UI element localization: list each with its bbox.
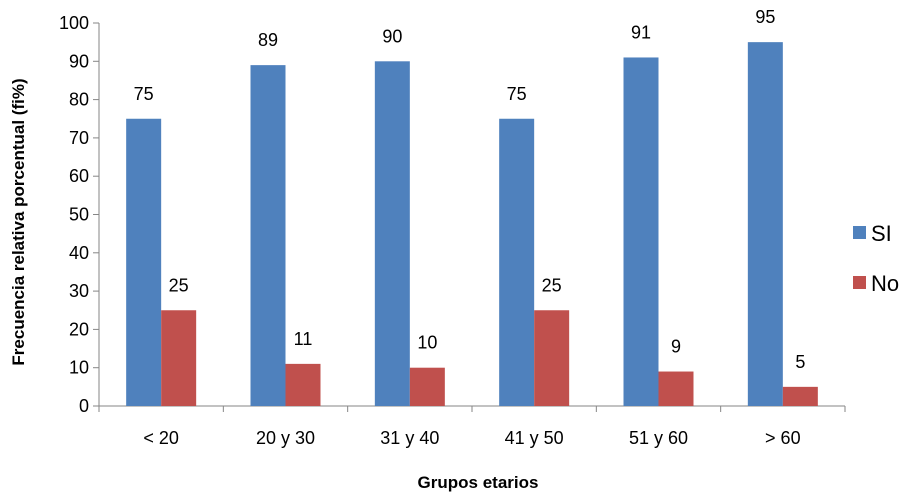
- data-label-si: 75: [134, 84, 154, 104]
- y-tick-label: 100: [59, 13, 89, 33]
- data-label-si: 91: [631, 22, 651, 42]
- bar-no: [161, 310, 197, 406]
- bar-no: [534, 310, 570, 406]
- bar-si: [499, 118, 535, 406]
- data-label-no: 10: [417, 333, 437, 353]
- y-tick-label: 40: [69, 243, 89, 263]
- x-tick-label: 31 y 40: [380, 428, 439, 448]
- x-axis: < 20 20 y 30 31 y 40 41 y 50 51 y 60 > 60: [98, 405, 846, 448]
- y-tick-label: 30: [69, 281, 89, 301]
- bar-no: [782, 386, 818, 406]
- data-label-si: 95: [755, 7, 775, 27]
- x-tick-label: 20 y 30: [256, 428, 315, 448]
- y-axis: 0 10 20 30 40 50 60 70 80 90 100: [59, 13, 100, 416]
- data-label-si: 75: [507, 84, 527, 104]
- data-label-no: 9: [671, 337, 681, 357]
- legend-swatch-no: [853, 276, 866, 289]
- bars: [126, 42, 818, 407]
- bar-si: [250, 65, 286, 406]
- bar-si: [126, 118, 162, 406]
- data-label-no: 25: [169, 275, 189, 295]
- y-axis-title: Frecuencia relativa porcentual (fi%): [9, 78, 28, 365]
- bar-no: [409, 367, 445, 406]
- data-label-no: 11: [294, 329, 313, 349]
- data-label-no: 25: [542, 275, 562, 295]
- x-axis-title: Grupos etarios: [418, 473, 539, 492]
- y-tick-label: 80: [69, 90, 89, 110]
- data-label-si: 89: [258, 30, 278, 50]
- x-tick-label: < 20: [143, 428, 179, 448]
- y-tick-label: 50: [69, 205, 89, 225]
- y-tick-label: 70: [69, 128, 89, 148]
- y-tick-label: 10: [69, 358, 89, 378]
- data-label-si: 90: [382, 26, 402, 46]
- y-tick-label: 20: [69, 319, 89, 339]
- x-tick-label: 51 y 60: [629, 428, 688, 448]
- bar-si: [747, 42, 783, 407]
- bar-si: [374, 61, 410, 407]
- bar-si: [623, 57, 659, 406]
- x-tick-label: 41 y 50: [505, 428, 564, 448]
- legend-label-no: No: [871, 271, 899, 296]
- legend-swatch-si: [853, 226, 866, 239]
- legend-label-si: SI: [871, 221, 892, 246]
- x-tick-label: > 60: [765, 428, 801, 448]
- bar-no: [658, 371, 694, 406]
- y-tick-label: 60: [69, 166, 89, 186]
- y-tick-label: 90: [69, 51, 89, 71]
- bar-no: [285, 363, 321, 406]
- legend: SI No: [853, 221, 899, 296]
- data-label-no: 5: [795, 352, 805, 372]
- y-tick-label: 0: [79, 396, 89, 416]
